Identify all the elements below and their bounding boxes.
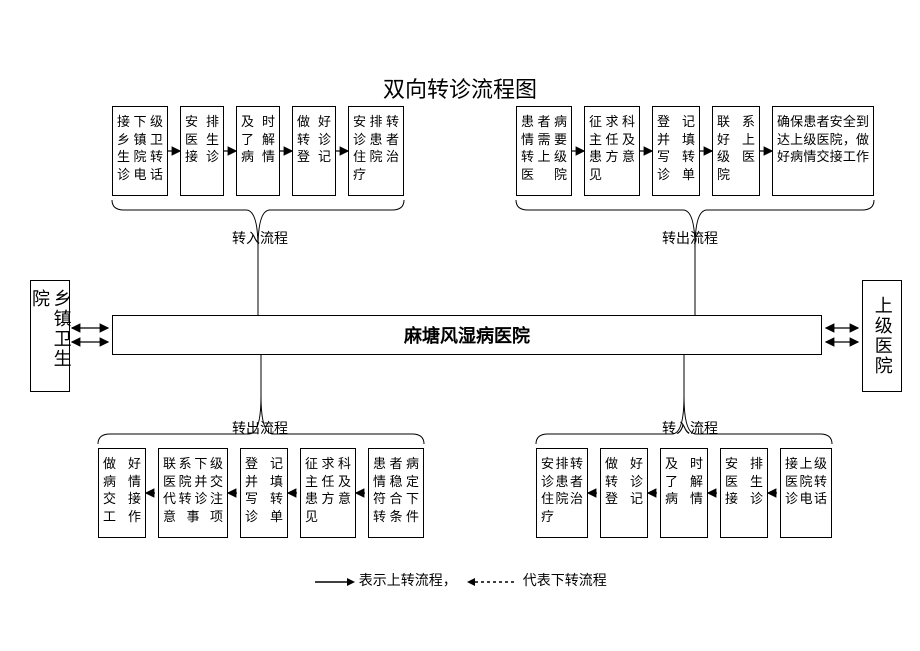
top-left-box-4: 安排转诊患者住院治疗 bbox=[348, 106, 404, 196]
section-label-bottom-left: 转出流程 bbox=[200, 418, 320, 438]
center-entity-label: 麻塘风湿病医院 bbox=[404, 322, 530, 348]
legend: 表示上转流程， 代表下转流程 bbox=[0, 570, 920, 590]
top-left-box-0: 接下级乡镇卫生院转诊电话 bbox=[112, 106, 168, 196]
top-right-box-1: 征求科主任及患方意见 bbox=[584, 106, 640, 196]
top-right-box-3: 联系好上级医院 bbox=[712, 106, 760, 196]
bottom-left-box-0: 做好病情交接工作 bbox=[98, 448, 146, 538]
bottom-right-box-2: 及时了解病情 bbox=[660, 448, 708, 538]
right-entity-label: 上级医院 bbox=[871, 296, 893, 376]
top-left-box-3: 做好转诊登记 bbox=[292, 106, 336, 196]
top-right-box-4: 确保患者安全到达上级医院，做好病情交接工作 bbox=[772, 106, 874, 196]
section-label-top-left: 转入流程 bbox=[200, 228, 320, 248]
left-entity-box: 乡镇卫生院 bbox=[30, 280, 70, 392]
bottom-right-box-0: 安排转诊患者住院治疗 bbox=[536, 448, 588, 538]
section-label-top-right: 转出流程 bbox=[630, 228, 750, 248]
page-title: 双向转诊流程图 bbox=[0, 72, 920, 104]
legend-down-text: 代表下转流程 bbox=[523, 574, 607, 589]
top-left-box-1: 安排医生接诊 bbox=[180, 106, 224, 196]
section-label-bottom-right: 转入流程 bbox=[630, 418, 750, 438]
top-left-box-2: 及时了解病情 bbox=[236, 106, 280, 196]
bottom-left-box-1: 联系下级医院并交代转诊注意事项 bbox=[158, 448, 228, 538]
top-right-box-2: 登记并填写转诊单 bbox=[652, 106, 700, 196]
center-entity-bar: 麻塘风湿病医院 bbox=[112, 315, 822, 355]
right-entity-box: 上级医院 bbox=[862, 280, 902, 392]
bottom-left-box-3: 征求科主任及患方意见 bbox=[300, 448, 356, 538]
bottom-right-box-3: 安排医生接诊 bbox=[720, 448, 768, 538]
bottom-left-box-2: 登记并填写转诊单 bbox=[240, 448, 288, 538]
left-entity-label: 乡镇卫生院 bbox=[28, 289, 71, 383]
legend-up-text: 表示上转流程， bbox=[359, 574, 457, 589]
bottom-right-box-4: 接上级医院转诊电话 bbox=[780, 448, 832, 538]
bottom-left-box-4: 患者病情稳定符合下转条件 bbox=[368, 448, 424, 538]
bottom-right-box-1: 做好转诊登记 bbox=[600, 448, 648, 538]
top-right-box-0: 患者病情需要转上级医院 bbox=[516, 106, 572, 196]
